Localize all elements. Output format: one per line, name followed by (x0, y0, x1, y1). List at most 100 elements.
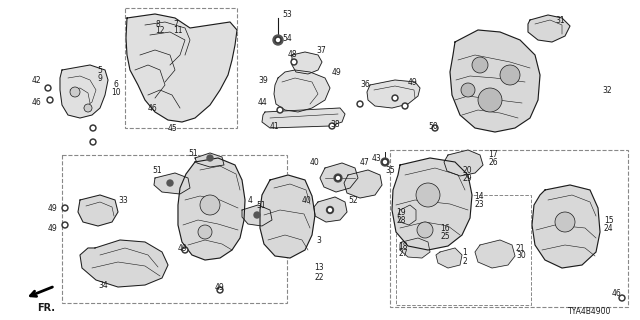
Circle shape (217, 287, 223, 293)
Text: 14: 14 (474, 191, 484, 201)
Circle shape (70, 87, 80, 97)
Text: 7: 7 (173, 20, 178, 28)
Text: 24: 24 (604, 223, 614, 233)
Circle shape (478, 88, 502, 112)
Text: TYA4B4900: TYA4B4900 (568, 308, 612, 316)
Circle shape (417, 222, 433, 238)
Text: 54: 54 (282, 34, 292, 43)
Text: 51: 51 (152, 165, 162, 174)
Text: 45: 45 (168, 124, 178, 132)
Text: 43: 43 (372, 154, 381, 163)
Circle shape (45, 85, 51, 91)
Text: 38: 38 (330, 119, 340, 129)
Text: 18: 18 (398, 242, 408, 251)
Text: 39: 39 (258, 76, 268, 84)
Text: 15: 15 (604, 215, 614, 225)
Text: 23: 23 (474, 199, 484, 209)
Circle shape (334, 174, 342, 182)
Circle shape (84, 104, 92, 112)
Circle shape (92, 126, 95, 130)
Circle shape (327, 207, 333, 213)
Polygon shape (398, 205, 416, 225)
Polygon shape (436, 248, 462, 268)
Text: 52: 52 (348, 196, 358, 204)
Text: 4: 4 (248, 196, 253, 204)
Text: 2: 2 (462, 257, 467, 266)
Polygon shape (262, 108, 345, 128)
Text: 35: 35 (385, 165, 395, 174)
Text: 46: 46 (32, 98, 42, 107)
Circle shape (335, 175, 341, 181)
Polygon shape (367, 80, 420, 108)
Text: 28: 28 (396, 215, 406, 225)
Text: 40: 40 (310, 157, 320, 166)
Circle shape (621, 297, 623, 300)
Circle shape (291, 59, 297, 65)
Circle shape (326, 206, 333, 213)
Text: 9: 9 (97, 74, 102, 83)
Polygon shape (392, 158, 472, 250)
Circle shape (182, 247, 188, 253)
Text: 13: 13 (314, 263, 324, 273)
Circle shape (63, 223, 67, 227)
Text: 49: 49 (48, 223, 58, 233)
Circle shape (278, 108, 282, 111)
Text: 49: 49 (48, 204, 58, 212)
Polygon shape (475, 240, 515, 268)
Circle shape (392, 95, 398, 101)
Circle shape (275, 37, 281, 43)
Circle shape (402, 103, 408, 109)
Bar (396, 195, 531, 305)
Circle shape (381, 158, 389, 166)
Circle shape (433, 126, 436, 130)
Text: 49: 49 (178, 244, 188, 252)
Circle shape (357, 101, 363, 107)
Text: 37: 37 (316, 45, 326, 54)
Bar (125, 8, 237, 128)
Text: 27: 27 (398, 250, 408, 259)
Polygon shape (154, 173, 190, 194)
Circle shape (619, 295, 625, 301)
Text: 16: 16 (440, 223, 450, 233)
Polygon shape (195, 153, 224, 167)
Text: 29: 29 (462, 173, 472, 182)
Text: 53: 53 (282, 10, 292, 19)
Circle shape (329, 123, 335, 129)
Text: 51: 51 (188, 148, 198, 157)
Text: 40: 40 (302, 196, 312, 204)
Text: 34: 34 (98, 281, 108, 290)
Text: 8: 8 (155, 20, 160, 28)
Polygon shape (80, 240, 168, 287)
Text: 46: 46 (612, 290, 621, 299)
Text: 49: 49 (408, 77, 418, 86)
Text: 21: 21 (516, 244, 525, 252)
Polygon shape (528, 15, 570, 42)
Text: 3: 3 (316, 236, 321, 244)
Polygon shape (450, 30, 540, 132)
Text: 6: 6 (113, 79, 118, 89)
Text: 42: 42 (32, 76, 42, 84)
Text: 31: 31 (555, 15, 564, 25)
Circle shape (382, 159, 388, 165)
Text: 49: 49 (215, 284, 225, 292)
Text: 47: 47 (360, 157, 370, 166)
Circle shape (63, 206, 67, 210)
Circle shape (394, 97, 397, 100)
Bar (390, 150, 628, 307)
Circle shape (500, 65, 520, 85)
Text: 49: 49 (332, 68, 342, 76)
Text: 25: 25 (440, 231, 450, 241)
Circle shape (167, 180, 173, 186)
Circle shape (328, 209, 332, 212)
Polygon shape (242, 205, 272, 226)
Text: 20: 20 (462, 165, 472, 174)
Circle shape (432, 125, 438, 131)
Polygon shape (126, 14, 237, 122)
Text: 50: 50 (428, 122, 438, 131)
Circle shape (184, 249, 186, 252)
Circle shape (90, 125, 96, 131)
Polygon shape (532, 185, 600, 268)
Text: 11: 11 (173, 26, 182, 35)
Polygon shape (444, 150, 483, 176)
Circle shape (49, 99, 51, 101)
